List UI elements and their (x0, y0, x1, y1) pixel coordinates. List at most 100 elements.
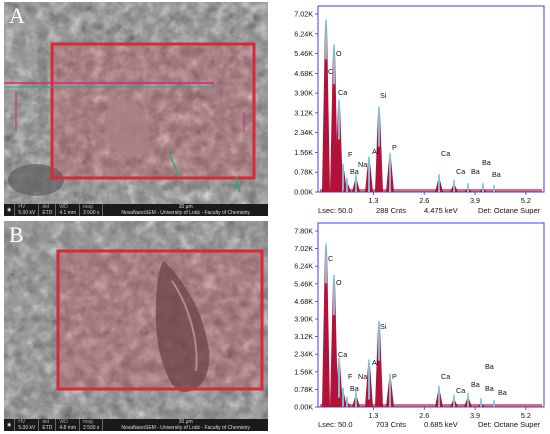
peak-label: Ca (338, 350, 347, 359)
spectrum-peak (375, 320, 383, 407)
y-tick-label: 1.56K (294, 148, 313, 157)
scale-logo-b: ◉ (4, 419, 16, 431)
spectrum-plot-b: 7.80K 7.02K 6.24K 5.46K 4.68K 3.90K 3.12K 2.34K… (294, 222, 545, 420)
plot-frame (317, 5, 545, 193)
y-tick-label: 0.00K (294, 188, 313, 197)
peak-label: Ba (471, 380, 480, 389)
mag-value-a: 3 500 x (83, 210, 100, 216)
cnts-a: 288 Cnts (376, 206, 407, 215)
peak-label: Ca (338, 88, 347, 97)
x-tick-label: 2.6 (419, 196, 429, 205)
eds-spectrum-a: 7.02K 6.24K 5.46K 4.68K 3.90K 3.12K 2.34K 1.56K… (272, 2, 548, 206)
y-tick-label: 6.24K (294, 262, 313, 271)
panel-label-b: B (9, 222, 24, 247)
kev-a: 4.475 keV (424, 206, 458, 215)
hv-value-b: 5.00 kV (18, 425, 36, 431)
peak-label: C (328, 67, 333, 76)
peak-label: Ba (482, 158, 491, 167)
det-a: Det: Octane Super (478, 206, 541, 215)
peak-label: Ba (471, 167, 480, 176)
y-tick-label: 3.90K (294, 315, 313, 324)
hv-value-a: 5.00 kV (18, 210, 36, 216)
y-tick-label: 2.34K (294, 350, 313, 359)
peak-label: Ba (350, 167, 359, 176)
eds-spectrum-b: 7.80K 7.02K 6.24K 5.46K 4.68K 3.90K 3.12K 2.34K… (272, 219, 548, 420)
y-tick-label: 2.34K (294, 128, 313, 137)
y-tick-label: 1.56K (294, 367, 313, 376)
spectrum-peak (322, 19, 330, 193)
peak-label: Na (358, 372, 367, 381)
y-tick-label: 5.46K (294, 279, 313, 288)
wd-value-a: 4.1 mm (59, 210, 77, 216)
spectrum-plot-a: 7.02K 6.24K 5.46K 4.68K 3.90K 3.12K 2.34K 1.56K… (294, 5, 545, 205)
sem-micrograph-b (4, 221, 268, 419)
spectrum-footer-a: Lsec: 50.0 288 Cnts 4.475 keV Det: Octan… (318, 206, 540, 215)
roi-box-b (56, 249, 264, 391)
peak-label: Si (380, 322, 387, 331)
y-tick-label: 7.02K (294, 10, 313, 19)
y-tick-label: 4.68K (294, 69, 313, 78)
peak-label: Al (372, 358, 379, 367)
sem-image-b: B (4, 221, 268, 419)
y-tick-label: 0.78K (294, 385, 313, 394)
spectrum-peak (330, 275, 338, 407)
peak-label: Ca (441, 372, 450, 381)
spectrum-peak (330, 44, 338, 193)
peak-label: Ba (492, 170, 501, 179)
x-tick-label: 5.2 (521, 411, 531, 420)
panel-b: B ◉ HV 5.00 kV det ETD WD 4.8 mm mag 3 500 x… (0, 217, 550, 434)
y-tick-label: 0.00K (294, 403, 313, 412)
sem-databar-b: ◉ HV 5.00 kV det ETD WD 4.8 mm mag 3 500 x 3… (4, 419, 268, 431)
det-b: Det: Octane Super (478, 420, 541, 429)
y-tick-label: 3.12K (294, 332, 313, 341)
wd-value-b: 4.8 mm (59, 425, 77, 431)
y-tick-label: 4.68K (294, 297, 313, 306)
plot-frame (317, 222, 545, 408)
cnts-b: 703 Cnts (376, 420, 407, 429)
sem-image-a: A (4, 2, 268, 204)
peak-label: P (392, 372, 397, 381)
baseline-fill (320, 189, 542, 192)
spectrum-peak (322, 243, 330, 407)
peak-label: Al (372, 147, 379, 156)
x-tick-label: 3.9 (470, 196, 480, 205)
peak-label: F (348, 150, 353, 159)
peak-label: O (336, 49, 342, 58)
lsec-b: Lsec: 50.0 (318, 420, 353, 429)
peak-label: C (328, 254, 333, 263)
peak-label: Ca (441, 149, 450, 158)
det-value-a: ETD (42, 210, 53, 216)
peak-label: P (392, 143, 397, 152)
x-tick-label: 1.3 (368, 196, 378, 205)
scale-bar-label-b: 30 µm (178, 419, 193, 425)
sem-micrograph-a (4, 2, 268, 204)
x-tick-label: 1.3 (368, 411, 378, 420)
y-tick-label: 6.24K (294, 29, 313, 38)
spectrum-footer-b: Lsec: 50.0 703 Cnts 0.685 keV Det: Octan… (318, 420, 540, 429)
lsec-a: Lsec: 50.0 (318, 206, 353, 215)
spectrum-peak (335, 99, 343, 192)
sem-databar-a: ◉ HV 5.00 kV det ETD WD 4.1 mm mag 3 500 x 3… (4, 204, 268, 216)
credit-b: NovaNanoSEM - University of Lodz - Facul… (121, 425, 251, 431)
y-tick-label: 0.78K (294, 168, 313, 177)
x-tick-label: 3.9 (470, 411, 480, 420)
peak-label: Ba (350, 384, 359, 393)
peak-label: Si (380, 91, 387, 100)
peak-label: Ba (485, 362, 494, 371)
spectrum-peak (375, 106, 383, 192)
y-tick-label: 7.02K (294, 244, 313, 253)
y-tick-label: 3.12K (294, 108, 313, 117)
peak-label: F (348, 372, 353, 381)
scale-logo-a: ◉ (4, 204, 16, 216)
peak-label: Ba (498, 388, 507, 397)
scale-bar-label-a: 30 µm (178, 204, 193, 210)
y-tick-label: 5.46K (294, 49, 313, 58)
roi-box-a (50, 42, 256, 180)
peak-label: Ca (456, 167, 465, 176)
panel-label-a: A (9, 3, 25, 28)
baseline-fill (320, 404, 542, 407)
kev-b: 0.685 keV (424, 420, 458, 429)
peak-label: O (336, 278, 342, 287)
peak-label: Ca (456, 386, 465, 395)
y-tick-label: 7.80K (294, 227, 313, 236)
